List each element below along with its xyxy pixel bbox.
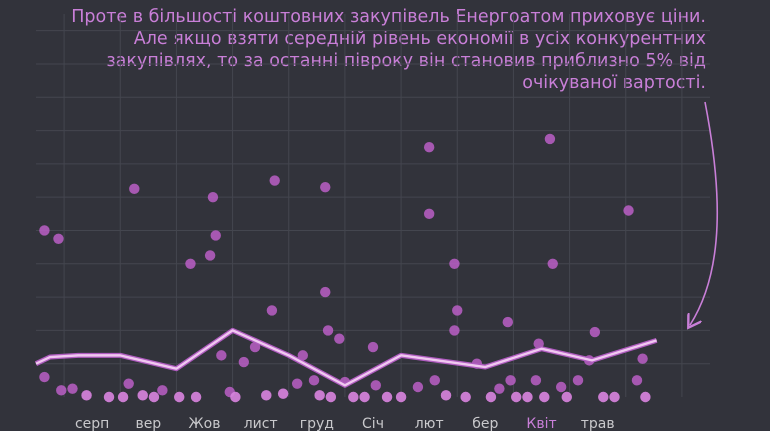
x-tick-label: груд (300, 416, 334, 431)
x-tick-label: трав (581, 416, 615, 431)
trend-line-path (35, 329, 657, 387)
data-point (429, 375, 440, 386)
data-point-base (640, 391, 651, 403)
data-point-base (103, 391, 115, 403)
data-point-base (81, 390, 92, 401)
data-point-base (348, 391, 359, 403)
data-point (67, 383, 78, 394)
data-point-base (359, 391, 370, 403)
data-point (544, 133, 556, 145)
data-point-base (381, 391, 393, 403)
x-tick-label: бер (472, 416, 498, 431)
x-tick-label: Квіт (526, 416, 556, 431)
data-point (207, 191, 219, 203)
data-point (53, 233, 64, 245)
data-point (56, 385, 67, 396)
data-point-base (230, 391, 241, 403)
annotation-text: Проте в більшості коштовних закупівель Е… (71, 7, 706, 93)
x-tick-label: лист (244, 416, 278, 431)
data-point (322, 325, 334, 336)
data-point (210, 230, 221, 241)
data-point (39, 225, 50, 236)
data-point (123, 378, 134, 389)
data-point (269, 175, 280, 186)
data-point (449, 325, 460, 336)
data-point (589, 326, 601, 338)
data-point (320, 181, 331, 193)
data-point (502, 316, 513, 328)
data-point (572, 375, 584, 386)
data-point (185, 258, 196, 269)
data-point (423, 142, 435, 153)
data-point (291, 378, 303, 389)
data-point-base (460, 391, 471, 403)
data-point-base (325, 391, 337, 403)
x-tick-label: Січ (362, 416, 384, 431)
data-point-base (395, 391, 407, 403)
data-point-base (522, 391, 533, 403)
data-point-base (137, 390, 148, 401)
data-point (452, 305, 463, 316)
data-point (129, 183, 140, 195)
data-point (449, 258, 460, 269)
data-point (266, 305, 278, 316)
data-point (204, 250, 216, 261)
data-point (494, 383, 505, 394)
x-tick-label: серп (75, 416, 109, 431)
x-tick-label: Жов (189, 416, 221, 431)
data-point (334, 333, 345, 344)
data-point (547, 258, 558, 269)
data-point-base (174, 391, 185, 403)
data-point-base (440, 390, 452, 401)
x-tick-label: вер (135, 416, 161, 431)
data-point (157, 385, 168, 396)
data-point (412, 381, 424, 393)
data-point-base (561, 391, 572, 403)
data-point-base (277, 388, 289, 399)
x-tick-label: лют (415, 416, 444, 431)
data-point-base (117, 391, 129, 403)
grid-lines (36, 14, 710, 397)
data-point (370, 380, 382, 391)
data-point-base (485, 391, 497, 403)
data-point-base (190, 391, 202, 403)
data-point-base (609, 391, 620, 403)
data-point (637, 353, 648, 364)
data-point-base (261, 390, 272, 401)
data-point-base (598, 391, 609, 403)
data-point (631, 375, 643, 386)
data-point (555, 381, 567, 393)
data-point (423, 208, 435, 220)
data-point (530, 375, 542, 386)
data-point (249, 341, 261, 353)
data-point-base (148, 391, 160, 403)
trend-line (34, 327, 658, 388)
data-point-base (539, 391, 550, 403)
data-point-base (314, 390, 325, 401)
data-point (216, 350, 227, 361)
data-point (39, 371, 50, 383)
data-point (238, 356, 250, 368)
data-point (297, 350, 308, 361)
data-point (308, 375, 320, 386)
data-point (320, 286, 331, 298)
data-point (505, 375, 516, 386)
data-point (367, 341, 379, 353)
data-point-base (511, 391, 522, 403)
x-axis-ticks: серп вер Жов лист груд Січ лют бер Квіт трав (75, 416, 615, 431)
data-point (623, 205, 634, 216)
annotation-arrow (690, 101, 719, 325)
